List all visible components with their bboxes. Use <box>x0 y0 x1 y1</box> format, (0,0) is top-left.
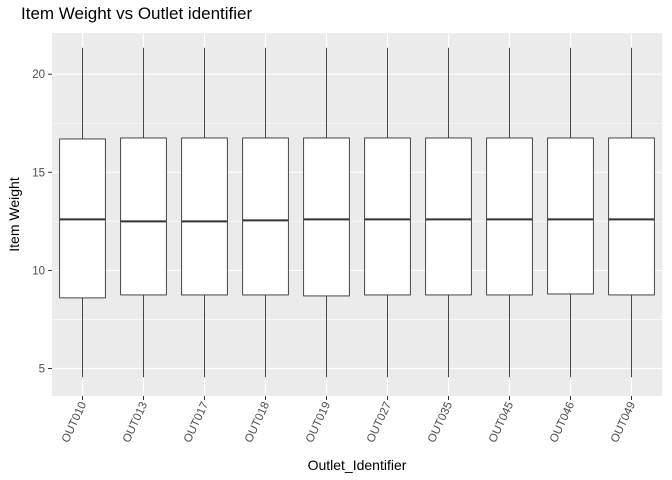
x-axis-title: Outlet_Identifier <box>308 457 407 473</box>
x-tick-label: OUT019 <box>304 400 333 444</box>
box-body <box>181 137 228 296</box>
box-body <box>547 137 594 295</box>
box-out010 <box>59 47 106 378</box>
box-out049 <box>608 47 655 378</box>
y-tick-label: 20 <box>32 69 45 81</box>
y-axis: 5 10 15 20 <box>32 69 52 376</box>
box-body <box>242 137 289 296</box>
box-body <box>364 137 411 296</box>
x-tick-label: OUT049 <box>609 400 638 444</box>
box-out019 <box>303 47 350 378</box>
box-body <box>303 137 350 297</box>
box-out013 <box>120 47 167 378</box>
x-tick-label: OUT035 <box>426 400 455 444</box>
y-tick-label: 10 <box>32 265 45 277</box>
box-body <box>608 137 655 296</box>
box-out045 <box>486 47 533 378</box>
box-out018 <box>242 47 289 378</box>
box-body <box>425 137 472 296</box>
box-out046 <box>547 47 594 378</box>
x-tick-label: OUT045 <box>487 400 516 444</box>
x-tick-label: OUT046 <box>548 400 577 444</box>
box-out027 <box>364 47 411 378</box>
x-tick-label: OUT017 <box>182 400 211 444</box>
x-tick-label: OUT013 <box>121 400 150 444</box>
box-body <box>120 137 167 296</box>
box-series <box>59 47 655 378</box>
y-axis-title: Item Weight <box>6 177 22 252</box>
x-tick-label: OUT027 <box>365 400 394 444</box>
y-tick-label: 5 <box>39 364 45 376</box>
x-axis: OUT010 OUT013 OUT017 OUT018 OUT019 OUT027 OUT0… <box>60 396 638 445</box>
x-tick-label: OUT010 <box>60 400 89 444</box>
y-tick-label: 15 <box>32 167 45 179</box>
box-body <box>486 137 533 296</box>
box-out017 <box>181 47 228 378</box>
box-out035 <box>425 47 472 378</box>
x-tick-label: OUT018 <box>243 400 272 444</box>
chart-title: Item Weight vs Outlet identifier <box>21 4 253 23</box>
